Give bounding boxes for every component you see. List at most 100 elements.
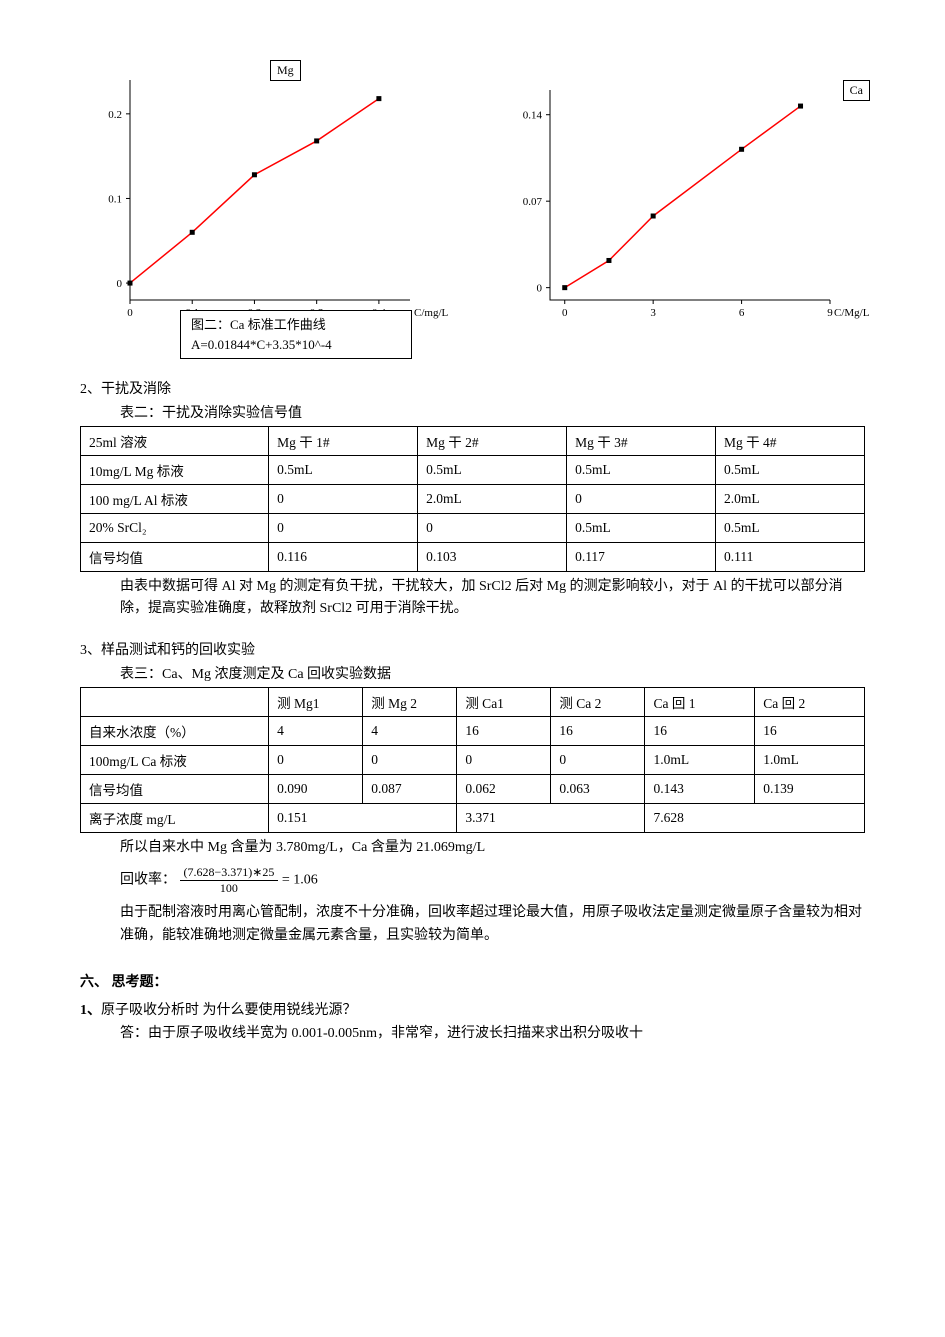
table-interference: 25ml 溶液Mg 干 1#Mg 干 2#Mg 干 3#Mg 干 4# 10mg/… [80,426,865,572]
table-header-cell: Mg 干 4# [716,427,865,456]
svg-text:3: 3 [650,307,656,319]
svg-text:C/Mg/L: C/Mg/L [834,307,870,319]
table-header-cell: Mg 干 1# [269,427,418,456]
table-row: 20% SrCl₂000.5mL0.5mL [81,514,865,543]
chart-mg-title-box: Mg [270,60,301,81]
table-cell: 1.0mL [755,745,865,774]
table-cell: 0.063 [551,774,645,803]
svg-text:9: 9 [827,307,833,319]
svg-text:0.2: 0.2 [108,109,122,121]
formula-fraction: (7.628−3.371)∗25 100 [180,865,279,896]
charts-row: 00.10.200.10.20.30.4C/mg/L Mg 图二：Ca 标准工作… [80,60,865,360]
table-cell: 0.117 [567,543,716,572]
table-cell: 0.090 [269,774,363,803]
chart-ca-title: Ca [850,83,863,97]
table-cell: 0 [269,485,418,514]
table-recovery: 测 Mg1测 Mg 2测 Ca1测 Ca 2Ca 回 1Ca 回 2自来水浓度（… [80,687,865,833]
section-3-head: 3、样品测试和钙的回收实验 [80,639,865,659]
table-cell: 0.151 [269,803,457,832]
recovery-formula: 回收率： (7.628−3.371)∗25 100 = 1.06 [120,865,865,896]
table-cell: 0.5mL [716,514,865,543]
table-header-cell: 25ml 溶液 [81,427,269,456]
table-cell: 0.103 [418,543,567,572]
table-header-cell [81,687,269,716]
table-cell: 0.5mL [567,456,716,485]
table-cell: 2.0mL [418,485,567,514]
svg-text:0: 0 [537,283,543,295]
table-cell: 信号均值 [81,774,269,803]
table-cell: 0 [418,514,567,543]
svg-text:0: 0 [127,307,133,319]
chart-caption-box: 图二：Ca 标准工作曲线 A=0.01844*C+3.35*10^-4 [180,310,412,359]
table-cell: 信号均值 [81,543,269,572]
table-header-cell: 测 Ca 2 [551,687,645,716]
table-cell: 16 [551,716,645,745]
table-cell: 0.116 [269,543,418,572]
svg-text:0: 0 [117,278,123,290]
table-row: 100mg/L Ca 标液00001.0mL1.0mL [81,745,865,774]
table-cell: 0 [567,485,716,514]
svg-text:0: 0 [562,307,568,319]
chart-ca-title-box: Ca [843,80,870,101]
table-row: 自来水浓度（%）4416161616 [81,716,865,745]
table-header-cell: Ca 回 2 [755,687,865,716]
table-cell: 0 [269,514,418,543]
table3-caption: 表三：Ca、Mg 浓度测定及 Ca 回收实验数据 [120,663,865,683]
section-6-head: 六、 思考题： [80,971,865,991]
table-header-cell: Mg 干 3# [567,427,716,456]
table-cell: 16 [645,716,755,745]
table-row: 信号均值0.0900.0870.0620.0630.1430.139 [81,774,865,803]
question-1: 1、原子吸收分析时 为什么要使用锐线光源？ [80,999,865,1019]
table-cell: 100 mg/L Al 标液 [81,485,269,514]
table-header-cell: Ca 回 1 [645,687,755,716]
formula-den: 100 [180,881,279,896]
table-header-cell: 测 Mg1 [269,687,363,716]
table-cell: 2.0mL [716,485,865,514]
table-header-cell: Mg 干 2# [418,427,567,456]
svg-text:6: 6 [739,307,745,319]
table-header-cell: 测 Ca1 [457,687,551,716]
table-cell: 3.371 [457,803,645,832]
table-row: 信号均值0.1160.1030.1170.111 [81,543,865,572]
table-cell: 0.5mL [269,456,418,485]
table-cell: 100mg/L Ca 标液 [81,745,269,774]
table-row: 离子浓度 mg/L0.1513.3717.628 [81,803,865,832]
table-cell: 0.087 [363,774,457,803]
formula-prefix: 回收率： [120,873,176,888]
svg-text:0.14: 0.14 [523,110,543,122]
formula-rhs: = 1.06 [282,873,318,888]
svg-text:0.07: 0.07 [523,196,543,208]
table-cell: 0.139 [755,774,865,803]
table-cell: 0.111 [716,543,865,572]
table-row: 100 mg/L Al 标液02.0mL02.0mL [81,485,865,514]
section-2-head: 2、干扰及消除 [80,378,865,398]
chart-ca-svg: 0 0.07 0.14 0 3 6 9C/Mg/L [500,60,880,360]
table-cell: 0.062 [457,774,551,803]
question-1-num: 1、 [80,1003,101,1018]
svg-text:C/mg/L: C/mg/L [414,307,449,319]
svg-text:0.1: 0.1 [108,193,122,205]
chart-mg-title: Mg [277,63,294,77]
table2-caption: 表二：干扰及消除实验信号值 [120,402,865,422]
table-cell: 20% SrCl₂ [81,514,269,543]
question-1-text: 原子吸收分析时 为什么要使用锐线光源？ [101,1003,357,1018]
formula-num: (7.628−3.371)∗25 [180,865,279,881]
section-3-line1: 所以自来水中 Mg 含量为 3.780mg/L，Ca 含量为 21.069mg/… [120,837,865,859]
table-cell: 16 [755,716,865,745]
table-cell: 4 [269,716,363,745]
table-row: 10mg/L Mg 标液0.5mL0.5mL0.5mL0.5mL [81,456,865,485]
table-cell: 7.628 [645,803,865,832]
answer-1: 答：由于原子吸收线半宽为 0.001-0.005nm，非常窄，进行波长扫描来求出… [120,1023,865,1045]
chart-ca: 0 0.07 0.14 0 3 6 9C/Mg/L Ca [500,60,880,360]
table-cell: 0.5mL [567,514,716,543]
table-cell: 离子浓度 mg/L [81,803,269,832]
table-cell: 自来水浓度（%） [81,716,269,745]
table-cell: 0 [269,745,363,774]
table-cell: 10mg/L Mg 标液 [81,456,269,485]
chart-mg: 00.10.200.10.20.30.4C/mg/L Mg 图二：Ca 标准工作… [80,60,460,360]
table-cell: 0 [363,745,457,774]
table-cell: 0 [457,745,551,774]
section-2-para: 由表中数据可得 Al 对 Mg 的测定有负干扰，干扰较大，加 SrCl2 后对 … [120,576,865,621]
table-cell: 1.0mL [645,745,755,774]
table-cell: 0 [551,745,645,774]
